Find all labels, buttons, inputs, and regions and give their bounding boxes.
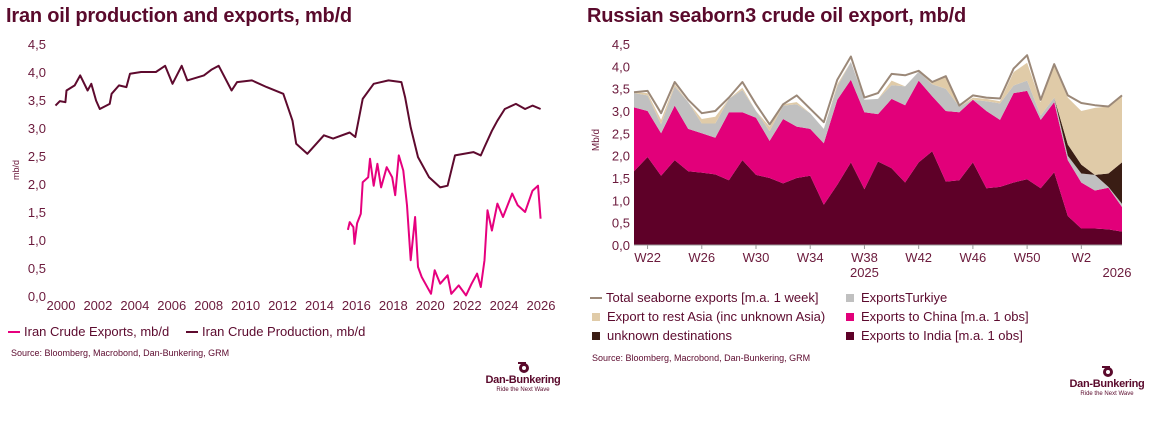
series-line-iran-production: [54, 64, 541, 189]
y-tick-label: 3,0: [612, 104, 630, 119]
legend-swatch-china: [846, 312, 854, 321]
logo-name: Dan-Bunkering: [485, 374, 561, 386]
x-tick-label: W22: [634, 250, 661, 265]
legend-label: unknown destinations: [607, 328, 733, 343]
area-india: [634, 151, 1122, 245]
dan-bunkering-logo-right: Dan-Bunkering Ride the Next Wave: [1062, 364, 1152, 398]
x-tick-label: W26: [688, 250, 715, 265]
x-tick-label: 2018: [379, 298, 408, 313]
legend-label: Iran Crude Production, mb/d: [202, 324, 366, 339]
y-axis-label: mb/d: [11, 160, 21, 180]
x-tick-label: W46: [960, 250, 987, 265]
dan-bunkering-logo: Dan-Bunkering Ride the Next Wave: [478, 360, 568, 394]
legend-item-china: Exports to China [m.a. 1 obs]: [846, 309, 1029, 324]
legend-label: Total seaborne exports [m.a. 1 week]: [606, 290, 819, 305]
logo-tagline: Ride the Next Wave: [1080, 391, 1134, 397]
legend-swatch-production: [186, 330, 198, 333]
legend-item-total: Total seaborne exports [m.a. 1 week]: [590, 290, 818, 305]
legend-swatch-india: [846, 331, 854, 340]
x-tick-label: 2008: [194, 298, 223, 313]
y-tick-label: 0,0: [28, 289, 46, 304]
legend-item-unknown: unknown destinations: [592, 328, 732, 343]
y-tick-label: 0,5: [28, 261, 46, 276]
y-tick-label: 4,0: [612, 59, 630, 74]
logo-tagline: Ride the Next Wave: [496, 387, 550, 393]
left-chart-title: Iran oil production and exports, mb/d: [6, 5, 352, 27]
left-source: Source: Bloomberg, Macrobond, Dan-Bunker…: [11, 348, 230, 358]
y-tick-label: 3,0: [28, 121, 46, 136]
x-tick-label: 2000: [47, 298, 76, 313]
legend-swatch-exports: [8, 330, 20, 333]
y-tick-label: 4,5: [28, 37, 46, 52]
legend-label: Exports to India [m.a. 1 obs]: [861, 328, 1023, 343]
x-tick-label: 2010: [231, 298, 260, 313]
x-year-label: 2026: [1103, 265, 1132, 280]
legend-swatch-rest-asia: [592, 312, 600, 321]
y-tick-label: 0,0: [612, 238, 630, 253]
x-tick-label: W38: [851, 250, 878, 265]
legend-label: Export to rest Asia (inc unknown Asia): [607, 309, 826, 324]
legend-swatch-total: [590, 296, 602, 299]
legend-item-turkiye: ExportsTurkiye: [846, 290, 947, 305]
y-tick-label: 2,5: [612, 126, 630, 141]
y-tick-label: 4,5: [612, 37, 630, 52]
y-axis-label: Mb/d: [591, 129, 602, 151]
y-tick-label: 1,5: [28, 205, 46, 220]
series-line-iran-exports: [346, 154, 542, 297]
x-tick-label: W50: [1014, 250, 1041, 265]
x-tick-label: 2012: [268, 298, 297, 313]
x-tick-label: W42: [905, 250, 932, 265]
legend-label: Exports to China [m.a. 1 obs]: [861, 309, 1029, 324]
legend-item-iran-exports: Iran Crude Exports, mb/d: [8, 324, 169, 339]
anchor-logo-icon: [518, 362, 529, 373]
legend-swatch-turkiye: [846, 293, 854, 302]
y-tick-label: 4,0: [28, 65, 46, 80]
x-tick-label: 2022: [453, 298, 482, 313]
legend-swatch-unknown: [592, 331, 600, 340]
y-tick-label: 1,5: [612, 171, 630, 186]
y-tick-label: 1,0: [612, 193, 630, 208]
x-tick-label: W30: [743, 250, 770, 265]
x-tick-label: 2006: [157, 298, 186, 313]
x-tick-label: 2026: [527, 298, 556, 313]
right-source: Source: Bloomberg, Macrobond, Dan-Bunker…: [592, 353, 811, 363]
x-tick-label: 2004: [120, 298, 149, 313]
y-tick-label: 0,5: [612, 216, 630, 231]
x-tick-label: 2020: [416, 298, 445, 313]
area-china: [634, 79, 1122, 232]
anchor-logo-icon: [1102, 366, 1113, 377]
logo-name: Dan-Bunkering: [1069, 378, 1145, 390]
series-line-total: [633, 54, 1123, 126]
x-tick-label: 2014: [305, 298, 334, 313]
x-tick-label: 2002: [83, 298, 112, 313]
x-year-label: 2025: [850, 265, 879, 280]
y-tick-label: 1,0: [28, 233, 46, 248]
y-tick-label: 2,0: [612, 149, 630, 164]
right-chart-title: Russian seaborn3 crude oil export, mb/d: [587, 5, 966, 27]
x-tick-label: 2024: [490, 298, 519, 313]
y-tick-label: 3,5: [612, 82, 630, 97]
y-tick-label: 3,5: [28, 93, 46, 108]
y-tick-label: 2,0: [28, 177, 46, 192]
x-tick-label: 2016: [342, 298, 371, 313]
legend-label: Iran Crude Exports, mb/d: [24, 324, 170, 339]
x-tick-label: W34: [797, 250, 824, 265]
legend-item-iran-production: Iran Crude Production, mb/d: [186, 324, 365, 339]
legend-item-india: Exports to India [m.a. 1 obs]: [846, 328, 1023, 343]
legend-item-rest-asia: Export to rest Asia (inc unknown Asia): [592, 309, 825, 324]
y-tick-label: 2,5: [28, 149, 46, 164]
x-tick-label: W2: [1072, 250, 1092, 265]
legend-label: ExportsTurkiye: [861, 290, 948, 305]
